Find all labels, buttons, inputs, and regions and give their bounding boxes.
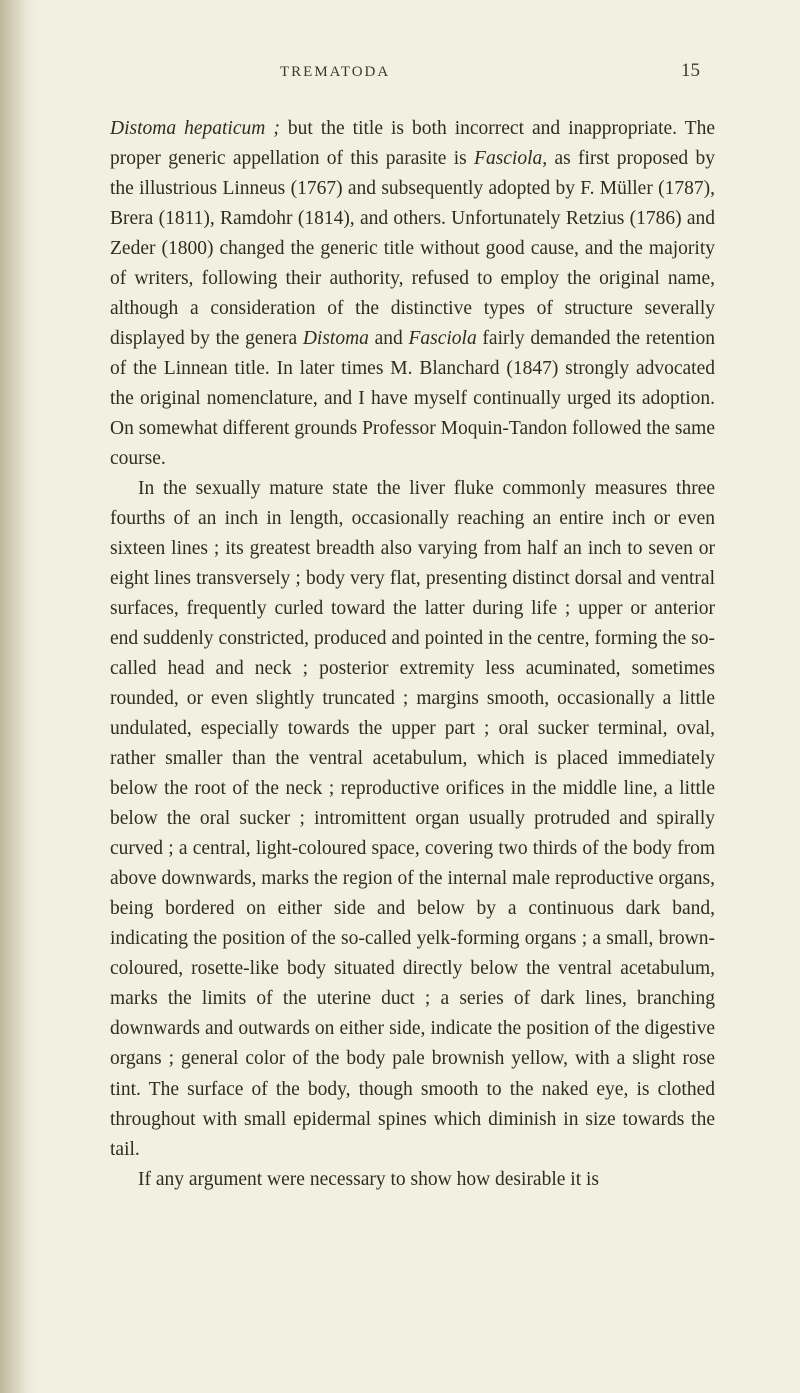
paragraph-2: In the sexually mature state the liver f… xyxy=(110,474,715,1164)
text-run: and xyxy=(369,328,409,349)
body-text: Distoma hepaticum ; but the title is bot… xyxy=(110,114,715,1195)
italic-term: Distoma hepaticum ; xyxy=(110,118,280,139)
text-run: fairly demanded the retention of the Lin… xyxy=(110,328,715,469)
page-number: 15 xyxy=(681,60,700,82)
italic-term: Fasciola, xyxy=(474,148,547,169)
italic-term: Distoma xyxy=(303,328,369,349)
italic-term: Fasciola xyxy=(408,328,476,349)
text-run: as first proposed by the illustrious Lin… xyxy=(110,148,715,349)
page-header: TREMATODA 15 xyxy=(110,60,715,82)
paragraph-1: Distoma hepaticum ; but the title is bot… xyxy=(110,114,715,474)
running-head: TREMATODA xyxy=(280,64,390,81)
page-content: TREMATODA 15 Distoma hepaticum ; but the… xyxy=(0,0,800,1255)
paragraph-3: If any argument were necessary to show h… xyxy=(110,1165,715,1195)
